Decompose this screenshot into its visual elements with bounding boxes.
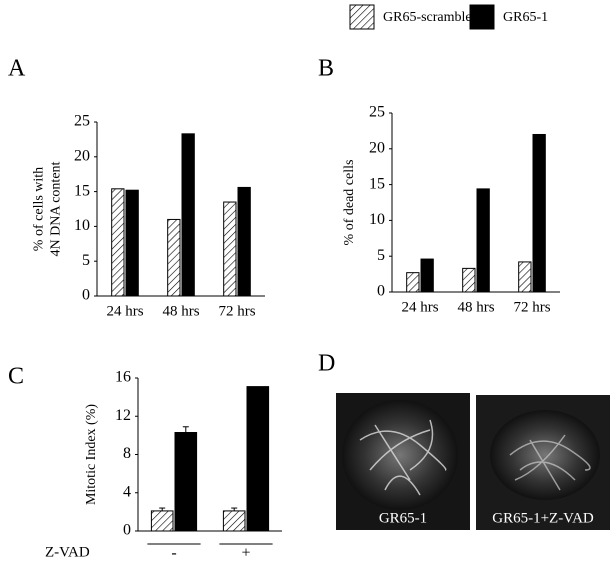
- bar: [174, 432, 198, 532]
- bar: [111, 188, 125, 297]
- y-axis-label: 4N DNA content: [49, 161, 64, 256]
- bar: [420, 258, 434, 293]
- bar: [246, 386, 270, 532]
- panel-d-images: [336, 393, 610, 530]
- y-tick-label: 25: [74, 113, 90, 130]
- bar: [167, 218, 181, 297]
- y-tick-label: 0: [123, 522, 131, 539]
- bar: [462, 267, 476, 293]
- x-tick-label: 24 hrs: [401, 299, 438, 315]
- panel-label: A: [8, 56, 26, 82]
- cell-glow: [490, 410, 600, 500]
- y-tick-label: 5: [377, 247, 385, 264]
- bar: [532, 133, 546, 293]
- y-axis-label: % of dead cells: [342, 160, 357, 246]
- bar: [125, 189, 139, 297]
- y-tick-label: 4: [123, 483, 131, 500]
- x-tick-label: +: [241, 545, 250, 559]
- y-tick-label: 20: [74, 147, 90, 164]
- legend-label: GR65-1: [503, 10, 548, 25]
- x-tick-label: 72 hrs: [218, 303, 255, 319]
- bar: [406, 272, 420, 293]
- cell-glow: [342, 400, 458, 510]
- x-tick-label: 72 hrs: [513, 299, 550, 315]
- legend-label: GR65-scrambled: [383, 10, 479, 25]
- bar: [181, 133, 195, 297]
- x-tick-label: 48 hrs: [162, 303, 199, 319]
- panel-label: B: [318, 56, 334, 82]
- y-axis-label: Mitotic Index (%): [84, 404, 99, 505]
- y-tick-label: 16: [115, 369, 131, 386]
- y-tick-label: 12: [115, 407, 131, 424]
- image-caption: GR65-1+Z-VAD: [492, 510, 594, 526]
- bar: [518, 261, 532, 293]
- bar: [150, 510, 174, 532]
- y-tick-label: 15: [74, 182, 90, 199]
- fibers: [359, 419, 447, 496]
- bar: [223, 201, 237, 297]
- x-tick-label: 24 hrs: [106, 303, 143, 319]
- y-tick-label: 10: [74, 217, 90, 234]
- y-tick-label: 15: [369, 175, 385, 192]
- legend-swatch: [469, 4, 495, 30]
- x-tick-label: 48 hrs: [457, 299, 494, 315]
- x-axis-label: Z-VAD: [45, 544, 90, 559]
- bar: [222, 510, 246, 532]
- y-tick-label: 0: [377, 283, 385, 300]
- fibers: [509, 434, 591, 491]
- y-tick-label: 10: [369, 211, 385, 228]
- bar: [237, 186, 251, 297]
- panel-label: C: [8, 364, 24, 390]
- y-axis-label: % of cells with: [32, 167, 47, 251]
- x-tick-label: -: [171, 545, 176, 559]
- legend-swatch: [349, 4, 375, 30]
- y-tick-label: 5: [82, 252, 90, 269]
- bar: [476, 188, 490, 293]
- y-tick-label: 8: [123, 445, 131, 462]
- y-tick-label: 20: [369, 139, 385, 156]
- y-tick-label: 0: [82, 287, 90, 304]
- y-tick-label: 25: [369, 104, 385, 121]
- panel-label: D: [318, 351, 335, 377]
- image-caption: GR65-1: [379, 510, 427, 526]
